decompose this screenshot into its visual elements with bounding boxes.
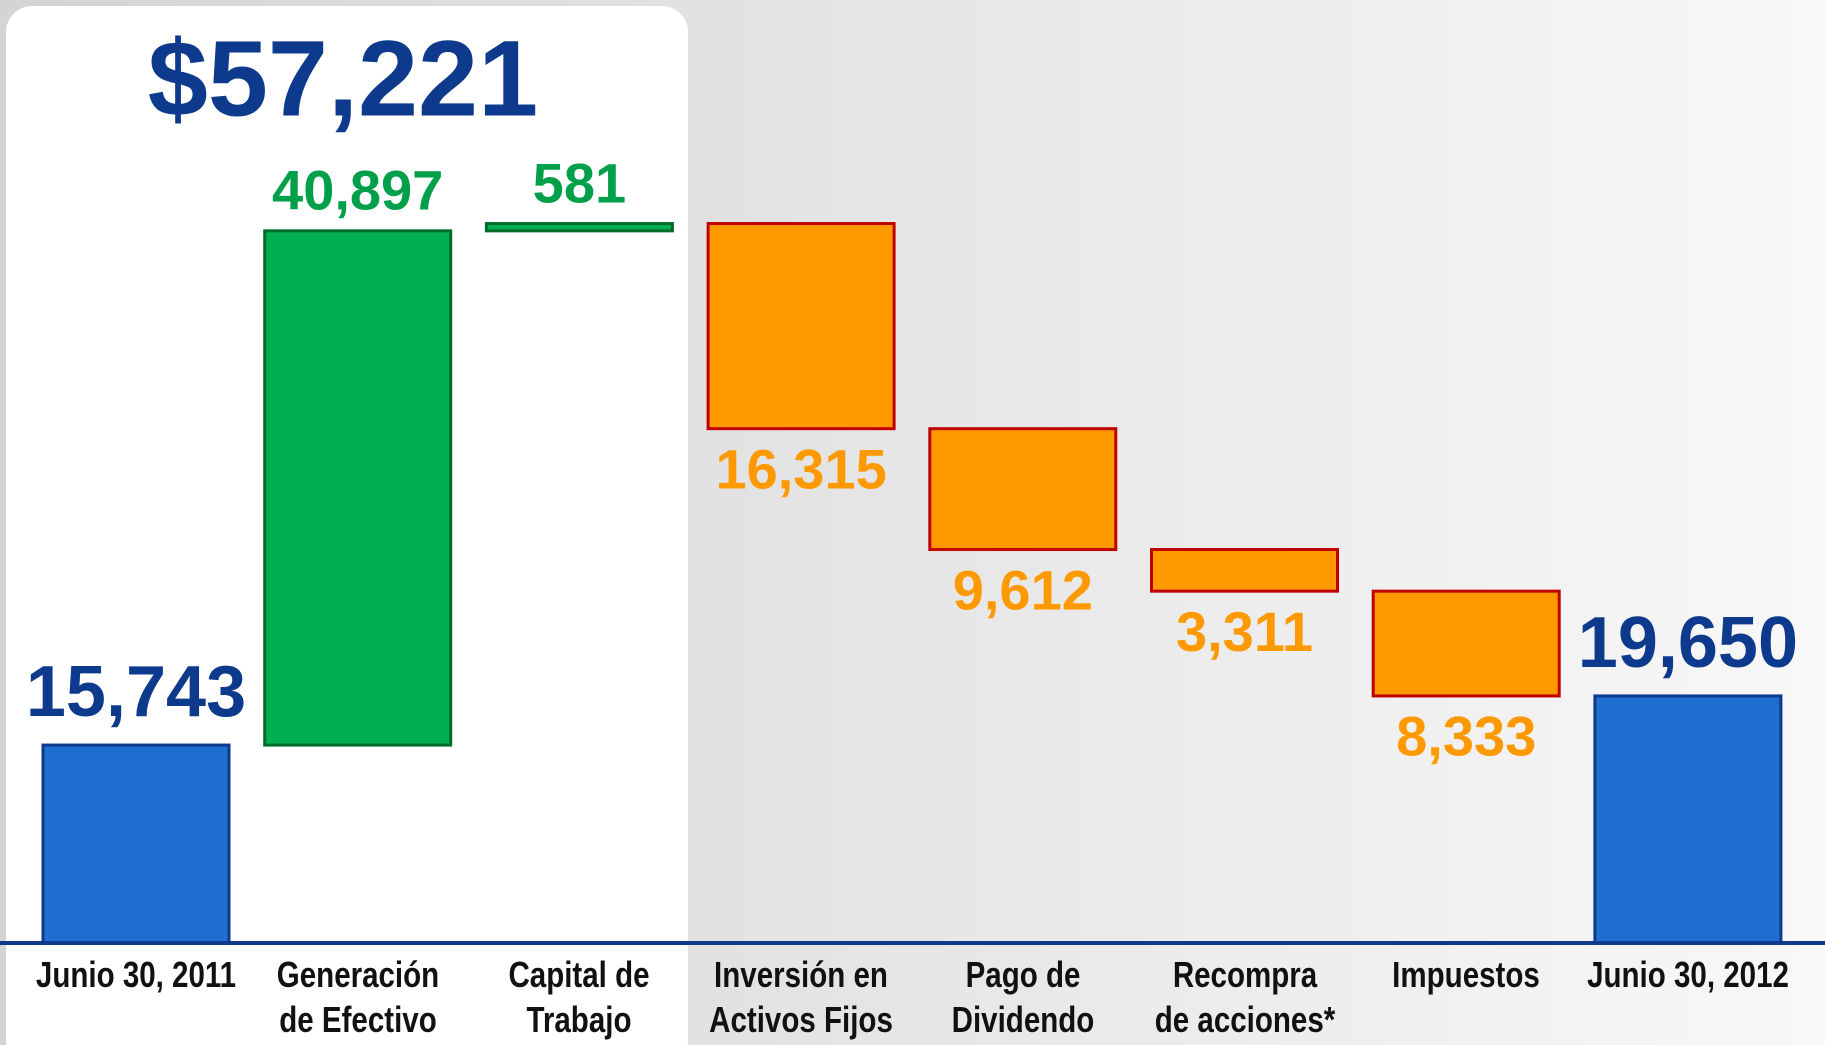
value-label: 3,311: [1176, 600, 1313, 663]
x-tick-label: Inversión en Activos Fijos: [709, 954, 893, 1040]
x-tick-label: Pago de Dividendo: [951, 954, 1095, 1040]
x-tick-label: Junio 30, 2012: [1586, 954, 1789, 995]
value-label: 16,315: [715, 437, 886, 500]
x-tick-label: Recompra de acciones*: [1154, 954, 1335, 1040]
value-label: 19,650: [1578, 603, 1798, 683]
bar: [1371, 589, 1561, 698]
bar: [263, 229, 453, 747]
x-tick-label: Junio 30, 2011: [35, 954, 237, 995]
bar: [41, 743, 231, 945]
x-tick-label: Impuestos: [1392, 954, 1541, 995]
value-label: 15,743: [26, 652, 246, 732]
value-label: 8,333: [1396, 705, 1536, 768]
bar: [1150, 548, 1339, 593]
x-tick-label: Capital de Trabajo: [508, 954, 650, 1040]
bar: [1593, 694, 1783, 945]
value-label: 9,612: [953, 558, 1093, 621]
value-label: 40,897: [272, 159, 443, 222]
x-tick-label: Generación de Efectivo: [276, 954, 439, 1040]
bar: [928, 427, 1118, 552]
bar: [706, 222, 896, 431]
bar: [484, 222, 674, 233]
value-label: 581: [533, 151, 626, 214]
annotation: $57,221: [148, 18, 538, 139]
